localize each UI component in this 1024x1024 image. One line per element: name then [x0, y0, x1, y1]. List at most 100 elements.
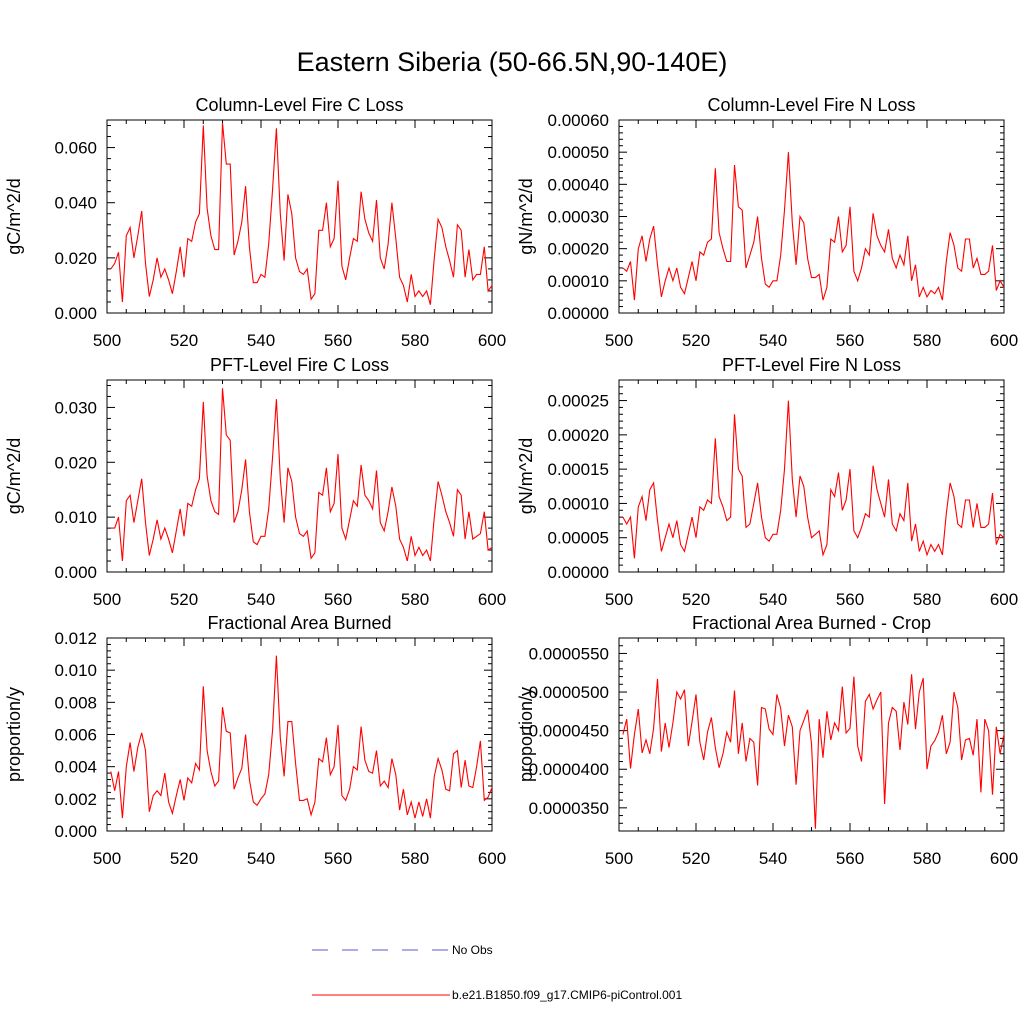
y-tick-label: 0.00050 [548, 143, 609, 162]
y-tick-label: 0.00020 [548, 240, 609, 259]
y-tick-label: 0.040 [54, 194, 97, 213]
chart-panel: Fractional Area Burned - Crop proportion/… [516, 613, 1018, 868]
series-line [110, 655, 492, 819]
legend-obs-label: No Obs [452, 943, 493, 957]
x-tick-label: 580 [401, 849, 429, 868]
plot-frame [106, 637, 493, 832]
y-tick-label: 0.020 [54, 249, 97, 268]
y-tick-label: 0.00010 [548, 272, 609, 291]
y-tick-label: 0.00000 [548, 563, 609, 582]
x-tick-label: 600 [990, 590, 1018, 609]
y-tick-label: 0.00010 [548, 494, 609, 513]
x-tick-label: 580 [913, 849, 941, 868]
x-tick-label: 500 [605, 331, 633, 350]
y-tick-label: 0.060 [54, 139, 97, 158]
chart-title: Fractional Area Burned - Crop [692, 613, 931, 633]
y-axis-label: proportion/y [516, 687, 536, 782]
x-tick-label: 540 [247, 590, 275, 609]
y-axis-label: gC/m^2/d [4, 178, 24, 254]
legend-model-label: b.e21.B1850.f09_g17.CMIP6-piControl.001 [452, 988, 682, 1002]
x-tick-label: 520 [170, 849, 198, 868]
x-tick-label: 540 [759, 331, 787, 350]
series-line [622, 400, 1004, 559]
x-tick-label: 540 [247, 849, 275, 868]
y-tick-label: 0.00000 [548, 304, 609, 323]
x-tick-label: 580 [913, 590, 941, 609]
y-tick-label: 0.000 [54, 822, 97, 841]
y-tick-label: 0.010 [54, 661, 97, 680]
y-tick-label: 0.000 [54, 563, 97, 582]
y-tick-label: 0.00020 [548, 426, 609, 445]
y-tick-label: 0.0000450 [529, 722, 609, 741]
y-tick-label: 0.000 [54, 304, 97, 323]
x-tick-label: 560 [836, 331, 864, 350]
y-tick-label: 0.020 [54, 453, 97, 472]
x-tick-label: 540 [759, 590, 787, 609]
y-tick-label: 0.004 [54, 758, 97, 777]
x-tick-label: 600 [478, 849, 506, 868]
y-tick-label: 0.00015 [548, 460, 609, 479]
y-tick-label: 0.012 [54, 629, 97, 648]
chart-panel: Fractional Area Burned proportion/y 500 520… [4, 613, 506, 868]
x-tick-label: 500 [93, 849, 121, 868]
x-tick-label: 560 [836, 590, 864, 609]
y-tick-label: 0.002 [54, 790, 97, 809]
series-line [622, 674, 1004, 829]
y-tick-label: 0.00005 [548, 529, 609, 548]
y-tick-label: 0.0000350 [529, 799, 609, 818]
chart-title: Fractional Area Burned [207, 613, 391, 633]
x-tick-label: 560 [324, 590, 352, 609]
chart-title: PFT-Level Fire N Loss [722, 355, 901, 375]
y-tick-label: 0.00040 [548, 175, 609, 194]
y-tick-label: 0.0000500 [529, 683, 609, 702]
chart-panel: PFT-Level Fire C Loss gC/m^2/d 500 520 540 56… [4, 355, 506, 609]
series-line [622, 152, 1004, 301]
y-axis-label: proportion/y [4, 687, 24, 782]
x-tick-label: 500 [605, 590, 633, 609]
x-tick-label: 520 [170, 331, 198, 350]
plot-frame [106, 379, 493, 573]
plot-frame [618, 637, 1005, 832]
plot-frame [106, 119, 493, 314]
x-tick-label: 600 [990, 849, 1018, 868]
x-tick-label: 500 [93, 590, 121, 609]
plot-frame [618, 379, 1005, 573]
x-tick-label: 560 [324, 331, 352, 350]
y-tick-label: 0.006 [54, 726, 97, 745]
x-tick-label: 600 [478, 590, 506, 609]
x-tick-label: 520 [682, 590, 710, 609]
y-axis-label: gN/m^2/d [516, 438, 536, 514]
y-tick-label: 0.00025 [548, 392, 609, 411]
y-axis-label: gN/m^2/d [516, 178, 536, 254]
x-tick-label: 600 [990, 331, 1018, 350]
legend: No Obs b.e21.B1850.f09_g17.CMIP6-piContr… [312, 943, 682, 1002]
plot-frame [618, 119, 1005, 314]
y-tick-label: 0.00060 [548, 111, 609, 130]
chart-title: PFT-Level Fire C Loss [210, 355, 389, 375]
series-line [110, 122, 492, 305]
chart-panel: Column-Level Fire C Loss gC/m^2/d 500 520 54… [4, 95, 506, 350]
x-tick-label: 560 [836, 849, 864, 868]
x-tick-label: 560 [324, 849, 352, 868]
x-tick-label: 580 [401, 590, 429, 609]
series-line [110, 388, 492, 562]
y-tick-label: 0.010 [54, 508, 97, 527]
y-tick-label: 0.0000550 [529, 644, 609, 663]
x-tick-label: 520 [682, 849, 710, 868]
figure-title: Eastern Siberia (50-66.5N,90-140E) [297, 47, 728, 77]
x-tick-label: 520 [682, 331, 710, 350]
chart-title: Column-Level Fire N Loss [707, 95, 915, 115]
chart-title: Column-Level Fire C Loss [195, 95, 403, 115]
x-tick-label: 500 [605, 849, 633, 868]
x-tick-label: 580 [401, 331, 429, 350]
y-axis-label: gC/m^2/d [4, 438, 24, 514]
y-tick-label: 0.008 [54, 693, 97, 712]
chart-panel: Column-Level Fire N Loss gN/m^2/d 500 520 54… [516, 95, 1018, 350]
x-tick-label: 580 [913, 331, 941, 350]
chart-panel: PFT-Level Fire N Loss gN/m^2/d 500 520 540 56… [516, 355, 1018, 609]
x-tick-label: 540 [759, 849, 787, 868]
y-tick-label: 0.030 [54, 398, 97, 417]
x-tick-label: 520 [170, 590, 198, 609]
y-tick-label: 0.00030 [548, 208, 609, 227]
